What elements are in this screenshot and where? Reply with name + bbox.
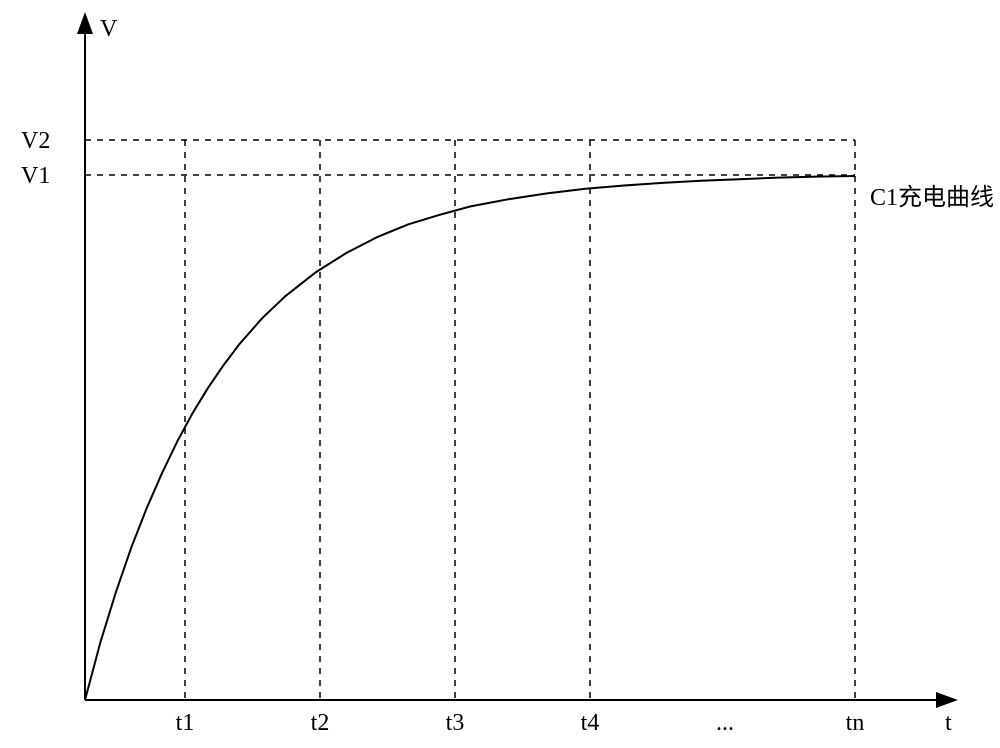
xtick-t2: t2 xyxy=(311,710,330,736)
x-axis-arrow xyxy=(936,692,958,708)
xtick-t1: t1 xyxy=(176,710,195,736)
xtick-t4: t4 xyxy=(581,710,600,736)
xtick-...: ... xyxy=(716,710,734,736)
curve-label: C1充电曲线 xyxy=(870,184,994,211)
x-axis-label: t xyxy=(945,710,952,736)
charging-curve xyxy=(85,176,855,700)
vertical-dashes xyxy=(185,140,855,700)
chart-svg: V2 V1 V t t1 t2 t3 t4... tn C1充电曲线 xyxy=(0,0,1000,748)
v1-label: V1 xyxy=(21,163,50,189)
chart-container: V2 V1 V t t1 t2 t3 t4... tn C1充电曲线 xyxy=(0,0,1000,748)
xtick-tn: tn xyxy=(846,710,865,736)
y-axis-arrow xyxy=(77,12,93,34)
xtick-t3: t3 xyxy=(446,710,465,736)
x-tick-labels: t1 t2 t3 t4... tn xyxy=(176,710,865,736)
v2-label: V2 xyxy=(21,128,50,154)
y-axis-label: V xyxy=(100,16,118,42)
